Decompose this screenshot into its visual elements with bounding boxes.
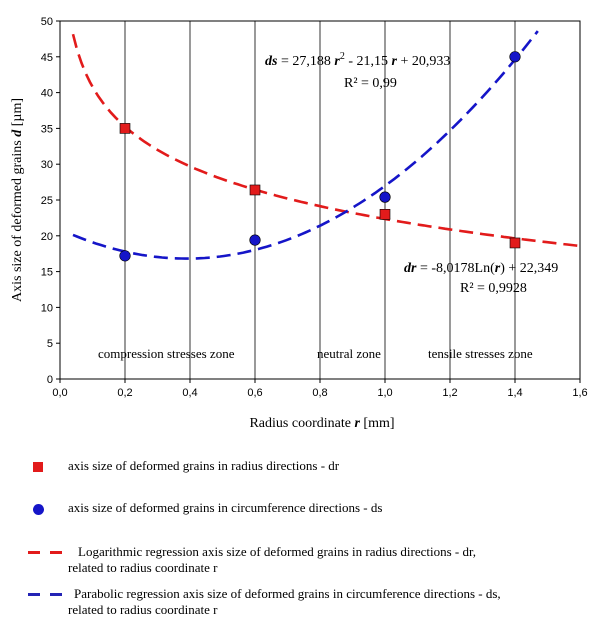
x-tick-label: 0,6 xyxy=(247,387,262,399)
tick-labels: 0,0 0,2 0,4 0,6 0,8 1,0 1,2 1,4 1,6 0 5 10 15 20 25 30 3… xyxy=(41,16,588,399)
x-tick-label: 0,0 xyxy=(52,387,67,399)
legend-item-dr-trend: Logarithmic regression axis size of defo… xyxy=(0,544,600,578)
data-point-ds xyxy=(119,250,131,262)
zone-tensile-label: tensile stresses zone xyxy=(428,346,533,361)
ds-equation-r2: r xyxy=(391,54,397,69)
data-point-ds xyxy=(249,234,261,246)
dr-equation-part1: = -8,0178Ln( xyxy=(416,261,495,276)
y-axis-title-var: d xyxy=(10,129,25,137)
x-axis-title-unit: [mm] xyxy=(363,416,394,431)
zone-compression-label: compression stresses zone xyxy=(98,346,235,361)
trend-line-ds xyxy=(72,30,539,260)
y-tick-label: 40 xyxy=(41,88,53,100)
dr-r-squared: R² = 0,9928 xyxy=(460,281,527,296)
ds-equation-part3: + 20,933 xyxy=(397,54,450,69)
red-dash-line-icon xyxy=(28,551,40,554)
data-markers xyxy=(119,51,521,262)
x-tick-label: 0,2 xyxy=(117,387,132,399)
y-tick-label: 30 xyxy=(41,159,53,171)
ds-equation-r1: r xyxy=(334,54,340,69)
x-tick-label: 1,0 xyxy=(377,387,392,399)
data-point-dr xyxy=(509,237,521,249)
dr-equation: dr = -8,0178Ln(r) + 22,349 xyxy=(404,261,558,276)
legend-item-ds-trend: Parabolic regression axis size of deform… xyxy=(0,586,600,620)
y-axis-title: Axis size of deformed grains d [µm] xyxy=(10,98,25,302)
ds-equation-sup: 2 xyxy=(340,51,345,62)
y-tick-label: 35 xyxy=(41,123,53,135)
dr-equation-part2: ) + 22,349 xyxy=(500,261,558,276)
y-tick-label: 5 xyxy=(47,338,53,350)
ds-r-squared: R² = 0,99 xyxy=(344,76,397,91)
blue-dash-line-icon xyxy=(50,593,62,596)
data-point-ds xyxy=(379,191,391,203)
chart: 0,0 0,2 0,4 0,6 0,8 1,0 1,2 1,4 1,6 0 5 10 15 20 25 30 3… xyxy=(10,16,588,431)
data-point-dr xyxy=(119,123,131,134)
y-tick-label: 15 xyxy=(41,267,53,279)
data-point-ds xyxy=(509,51,521,63)
y-tick-label: 45 xyxy=(41,52,53,64)
x-axis-title: Radius coordinate r [mm] xyxy=(249,416,394,431)
trend-lines xyxy=(71,30,581,260)
zone-neutral-label: neutral zone xyxy=(317,346,381,361)
x-axis-title-var: r xyxy=(354,416,360,431)
legend-label-ds-trend-line2: related to radius coordinate r xyxy=(68,602,218,617)
y-tick-label: 10 xyxy=(41,302,53,314)
x-tick-label: 1,6 xyxy=(572,387,587,399)
x-tick-label: 1,4 xyxy=(507,387,522,399)
dr-equation-lhs: dr xyxy=(404,261,417,276)
legend-label-dr-trend-line1: Logarithmic regression axis size of defo… xyxy=(78,544,477,559)
x-tick-label: 0,8 xyxy=(312,387,327,399)
y-tick-label: 0 xyxy=(47,374,53,386)
legend-label-dr-trend-line2: related to radius coordinate r xyxy=(68,560,218,575)
blue-dash-line-icon xyxy=(28,593,40,596)
ds-equation-lhs: ds xyxy=(265,54,278,69)
ds-equation: ds = 27,188 r2 - 21,15 r + 20,933 xyxy=(265,51,450,69)
ds-equation-part1: = 27,188 xyxy=(281,54,334,69)
y-axis-title-text: Axis size of deformed grains xyxy=(10,140,25,302)
legend-label-dr-points: axis size of deformed grains in radius d… xyxy=(68,458,340,473)
legend-label-ds-points: axis size of deformed grains in circumfe… xyxy=(68,500,383,515)
plot-frame xyxy=(59,20,581,380)
y-tick-label: 50 xyxy=(41,16,53,28)
x-tick-label: 1,2 xyxy=(442,387,457,399)
data-point-dr xyxy=(249,184,261,196)
x-axis-title-text: Radius coordinate xyxy=(249,416,350,431)
trend-line-dr xyxy=(71,33,581,248)
x-tick-label: 0,4 xyxy=(182,387,197,399)
y-tick-label: 20 xyxy=(41,231,53,243)
dr-equation-var: r xyxy=(495,261,501,276)
blue-circle-marker-icon xyxy=(33,504,44,515)
data-point-dr xyxy=(379,209,391,220)
grid-lines xyxy=(124,21,516,379)
y-axis-title-unit: [µm] xyxy=(10,98,25,126)
y-tick-label: 25 xyxy=(41,195,53,207)
red-square-marker-icon xyxy=(33,462,43,472)
ds-equation-part2: - 21,15 xyxy=(345,54,392,69)
red-dash-line-icon xyxy=(50,551,62,554)
axes xyxy=(56,20,581,383)
legend-label-ds-trend-line1: Parabolic regression axis size of deform… xyxy=(74,586,501,601)
